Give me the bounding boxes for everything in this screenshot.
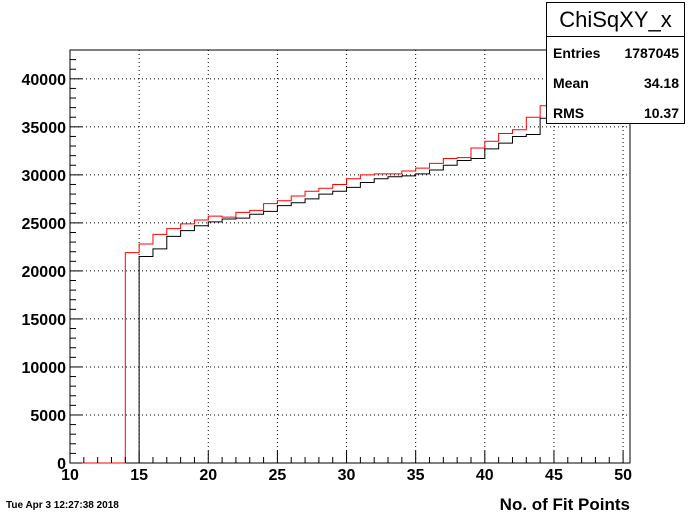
stats-row-rms: RMS 10.37 — [553, 103, 679, 123]
y-tick-label: 40000 — [22, 72, 67, 89]
x-tick-label: 30 — [338, 467, 356, 484]
x-tick-label: 25 — [269, 467, 287, 484]
stats-value: 1787045 — [624, 45, 679, 61]
x-tick-label: 10 — [61, 467, 79, 484]
x-tick-label: 15 — [130, 467, 148, 484]
x-tick-label: 35 — [407, 467, 425, 484]
x-tick-label: 45 — [545, 467, 563, 484]
stats-key: RMS — [553, 105, 585, 121]
y-tick-label: 35000 — [22, 120, 67, 137]
stats-title: ChiSqXY_x — [547, 3, 684, 37]
histogram-series-2 — [70, 59, 624, 464]
histogram-series-1 — [70, 68, 624, 464]
stats-box: ChiSqXY_x Entries 1787045 Mean 34.18 RMS… — [546, 2, 685, 124]
y-tick-label: 30000 — [22, 168, 67, 185]
stats-value: 34.18 — [643, 75, 679, 91]
plot-frame — [69, 49, 631, 464]
axis-layer: 0 5000 10000 15000 20000 25000 30000 35000 40000… — [22, 49, 632, 484]
stats-key: Mean — [553, 75, 589, 91]
stats-row-entries: Entries 1787045 — [553, 43, 679, 63]
stats-row-mean: Mean 34.18 — [553, 73, 679, 93]
stats-value: 10.37 — [643, 105, 679, 121]
x-tick-label: 40 — [476, 467, 494, 484]
x-tick-label: 20 — [199, 467, 217, 484]
y-tick-label: 25000 — [22, 216, 67, 233]
x-axis-title: No. of Fit Points — [500, 495, 630, 514]
stats-key: Entries — [553, 45, 601, 61]
y-tick-label: 15000 — [22, 312, 67, 329]
y-tick-label: 10000 — [22, 360, 67, 377]
y-tick-label: 0 — [57, 456, 66, 473]
y-tick-label: 20000 — [22, 264, 67, 281]
series-layer — [70, 59, 624, 464]
timestamp: Tue Apr 3 12:27:38 2018 — [6, 500, 119, 511]
y-tick-label: 5000 — [30, 408, 66, 425]
x-tick-label: 50 — [614, 467, 632, 484]
